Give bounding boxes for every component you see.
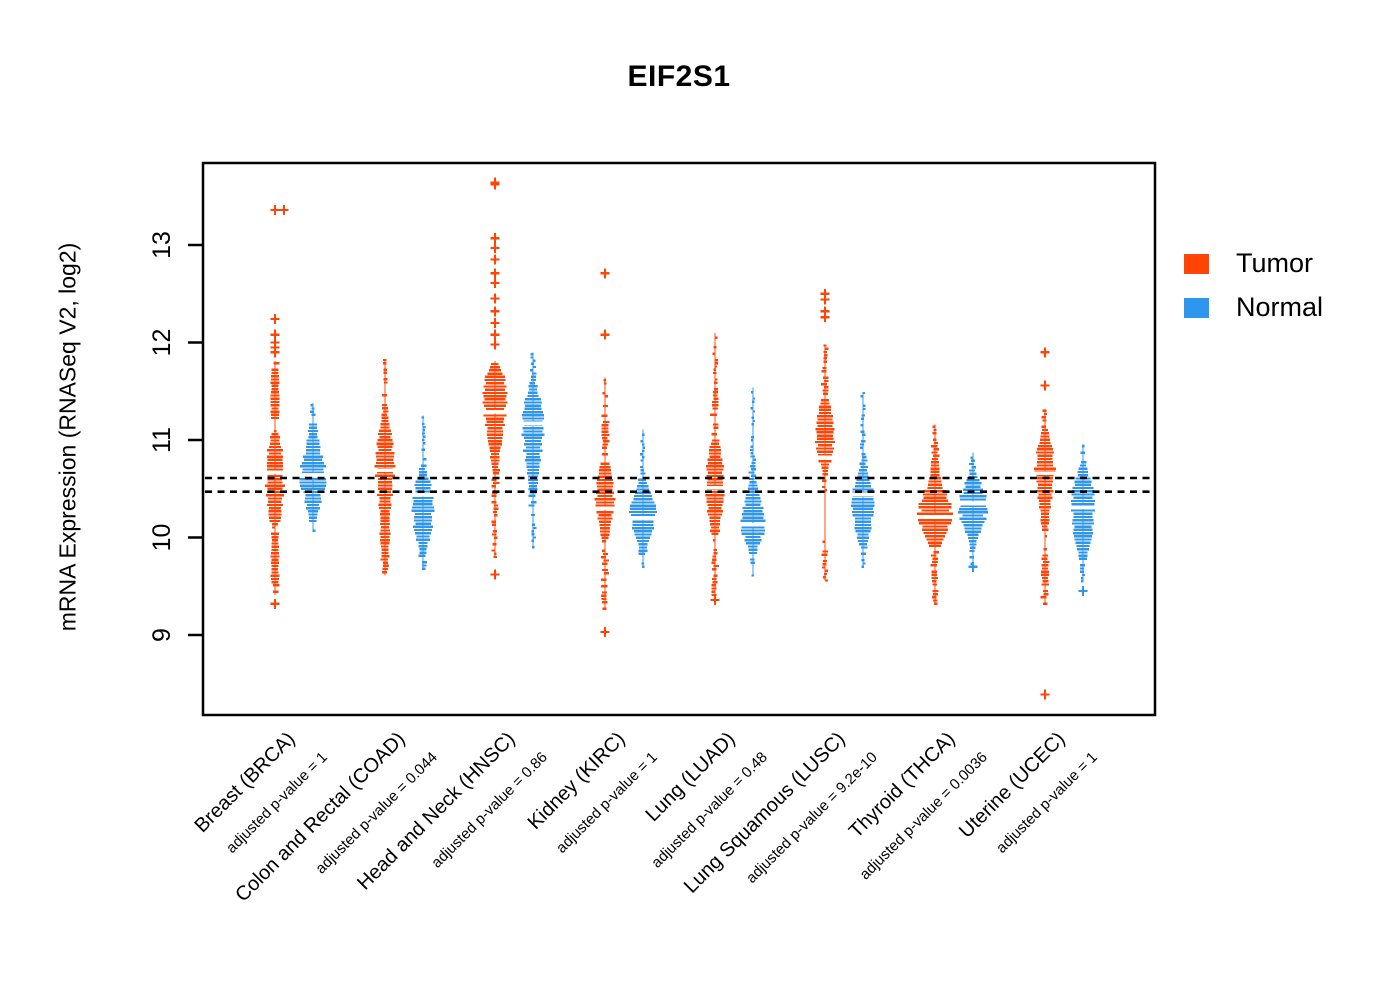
y-tick-label: 13 bbox=[148, 231, 176, 259]
y-tick-label: 10 bbox=[148, 524, 176, 552]
violin-normal-0 bbox=[298, 402, 328, 532]
violin-normal-7 bbox=[1070, 443, 1096, 597]
legend-label-tumor: Tumor bbox=[1236, 248, 1314, 278]
violin-tumor-4 bbox=[704, 332, 726, 605]
cohort-label: Breast (BRCA) bbox=[190, 728, 299, 837]
violin-tumor-2 bbox=[482, 177, 508, 580]
violin-normal-2 bbox=[520, 352, 546, 549]
violin-tumor-6 bbox=[916, 424, 954, 605]
legend-label-normal: Normal bbox=[1236, 292, 1324, 322]
cohort-label: Kidney (KIRC) bbox=[524, 728, 630, 834]
y-axis-label: mRNA Expression (RNASeq V2, log2) bbox=[54, 242, 81, 632]
violin-tumor-0 bbox=[264, 204, 289, 609]
plot-frame bbox=[201, 161, 1157, 717]
legend-item-tumor: Tumor bbox=[1184, 248, 1323, 279]
axes: 9 10 11 12 13 bbox=[148, 161, 1157, 717]
violin-normal-6 bbox=[957, 452, 989, 572]
violin-tumor-1 bbox=[374, 358, 396, 576]
chart-title: EIF2S1 bbox=[627, 60, 731, 93]
legend: Tumor Normal bbox=[1184, 248, 1323, 336]
violin-normal-5 bbox=[850, 391, 876, 568]
violin-tumor-7 bbox=[1033, 347, 1057, 700]
reference-lines bbox=[205, 476, 1153, 494]
y-tick-label: 11 bbox=[148, 427, 176, 453]
violin-normal-4 bbox=[739, 387, 767, 577]
violin-tumor-5 bbox=[814, 288, 836, 582]
violin-normal-3 bbox=[628, 429, 658, 568]
legend-swatch-tumor-icon bbox=[1184, 253, 1209, 274]
legend-swatch-normal-icon bbox=[1184, 297, 1209, 318]
y-tick-label: 9 bbox=[148, 628, 176, 642]
violins bbox=[264, 177, 1096, 700]
cohort-label: Lung (LUAD) bbox=[641, 728, 739, 826]
y-tick-label: 12 bbox=[148, 329, 176, 357]
violin-tumor-3 bbox=[594, 268, 616, 638]
legend-item-normal: Normal bbox=[1184, 292, 1323, 323]
